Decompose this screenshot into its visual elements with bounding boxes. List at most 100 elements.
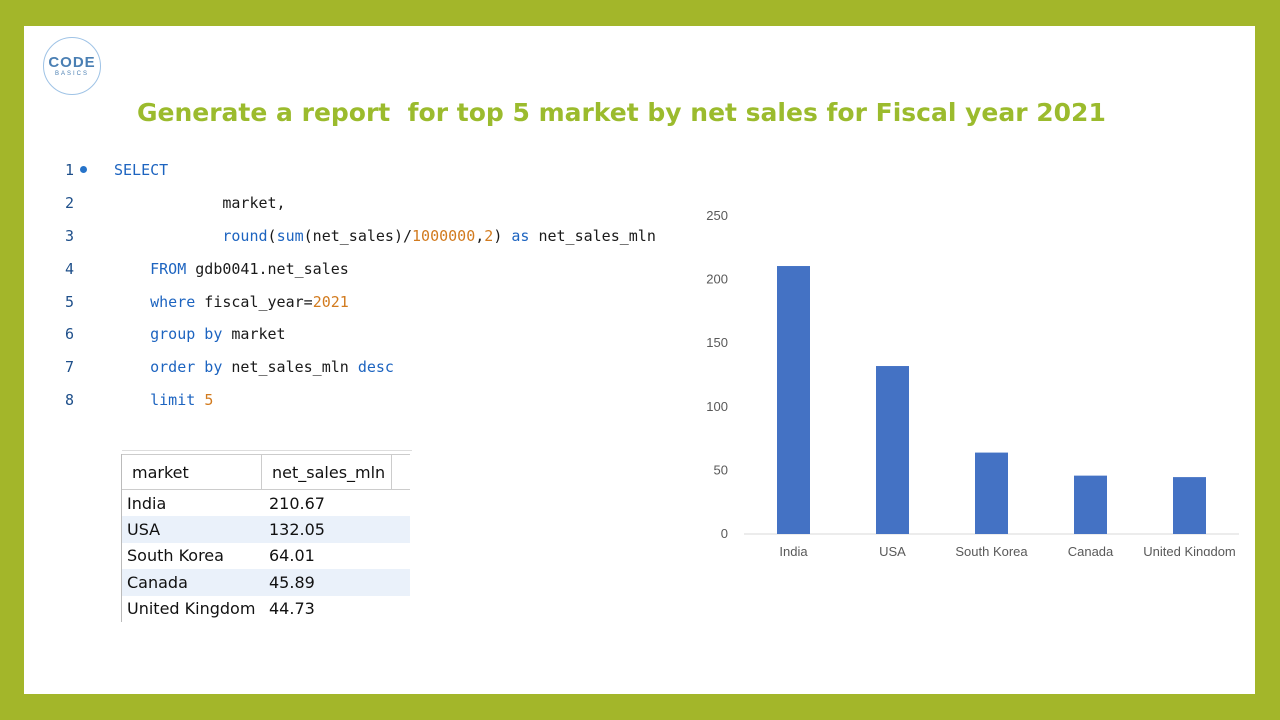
code-token: net_sales_mln (222, 358, 358, 377)
result-grid: market net_sales_mln India 210.67 USA 132.0… (121, 450, 412, 622)
result-row: Canada 45.89 (122, 569, 410, 596)
result-row: USA 132.05 (122, 516, 410, 543)
code-token: market, (114, 193, 286, 212)
y-tick-label: 0 (721, 526, 728, 541)
code-text: FROM gdb0041.net_sales (114, 253, 349, 286)
y-tick-label: 100 (706, 399, 728, 414)
code-token: 1000000 (412, 226, 476, 245)
bar-chart: 0 50 100 150 200 250 India USA South Korea Canada… (664, 196, 1244, 559)
bar (1173, 477, 1206, 534)
bar (777, 266, 810, 534)
code-token: net_sales_mln (529, 226, 656, 245)
slide: CODE BASICS Generate a report for top 5 … (24, 26, 1255, 694)
x-tick-label: South Korea (955, 544, 1028, 556)
result-cell-net-sales: 44.73 (269, 599, 315, 619)
code-token (114, 391, 150, 409)
bar (876, 366, 909, 534)
code-text: market, (114, 187, 286, 220)
code-text: SELECT (114, 154, 168, 187)
line-number: 4 (64, 259, 74, 278)
code-token: round (222, 226, 268, 245)
result-cell-net-sales: 45.89 (269, 572, 315, 592)
code-token: , (475, 226, 485, 245)
code-text: limit 5 (114, 384, 213, 417)
y-tick-label: 200 (706, 272, 728, 287)
code-line: 8 limit 5 (54, 384, 614, 417)
bar (1074, 475, 1107, 534)
x-tick-label: United Kingdom (1143, 544, 1236, 556)
x-tick-label: Canada (1068, 544, 1114, 556)
code-line: 2 market, (54, 187, 614, 220)
y-tick-label: 150 (706, 335, 728, 350)
bar-chart-svg: 0 50 100 150 200 250 India USA South Korea Canada… (706, 208, 1239, 559)
code-token: limit (150, 391, 196, 410)
code-token: as (511, 226, 530, 245)
code-token: desc (357, 358, 394, 377)
code-token: order by (150, 358, 223, 377)
x-tick-label: USA (879, 544, 906, 556)
logo-sub-text: BASICS (54, 70, 89, 77)
result-grid-top-line (122, 450, 412, 451)
result-row: United Kingdom 44.73 (122, 596, 410, 622)
slide-title: Generate a report for top 5 market by ne… (137, 98, 1106, 127)
line-number: 6 (64, 325, 74, 344)
code-token (195, 391, 204, 409)
result-header-market: market (122, 455, 262, 489)
code-token (114, 260, 150, 278)
result-header-net-sales: net_sales_mln (262, 455, 392, 489)
result-row: India 210.67 (122, 490, 410, 516)
result-cell-market: USA (127, 520, 161, 540)
code-token: ) (493, 226, 512, 245)
code-token: 5 (204, 391, 214, 410)
y-tick-label: 250 (706, 208, 728, 223)
code-token: ( (267, 226, 277, 245)
line-number: 7 (64, 358, 74, 377)
code-token: group by (150, 325, 223, 344)
code-token (114, 325, 150, 343)
result-cell-net-sales: 64.01 (269, 546, 315, 566)
line-number: 2 (64, 193, 74, 212)
codebasics-logo: CODE BASICS (43, 37, 101, 95)
code-text: round(sum(net_sales)/1000000,2) as net_s… (114, 220, 656, 253)
line-number: 5 (64, 292, 74, 311)
code-token: 2021 (312, 292, 349, 311)
code-token: sum (276, 226, 304, 245)
y-tick-label: 50 (714, 462, 728, 477)
code-line: 5 where fiscal_year=2021 (54, 286, 614, 319)
code-token: SELECT (114, 161, 169, 179)
line-number: 3 (64, 226, 74, 245)
code-token: FROM (150, 259, 187, 278)
code-token: 2 (484, 226, 494, 245)
code-token (114, 227, 222, 245)
result-header-row: market net_sales_mln (122, 454, 410, 490)
code-token: market (222, 325, 286, 344)
result-cell-market: South Korea (127, 546, 224, 566)
current-line-dot-icon (80, 166, 87, 173)
logo-main-text: CODE (48, 53, 96, 71)
code-token (114, 293, 150, 311)
code-text: group by market (114, 318, 286, 351)
code-text: where fiscal_year=2021 (114, 286, 349, 319)
result-cell-market: India (127, 493, 167, 513)
line-number: 1 (64, 161, 74, 179)
result-cell-net-sales: 210.67 (269, 493, 325, 513)
sql-code-block: 1 SELECT 2 market, 3 round(sum(net_sales)/1… (54, 154, 656, 417)
line-number: 8 (64, 391, 74, 410)
code-token: (net_sales)/ (303, 226, 413, 245)
code-token: gdb0041.net_sales (186, 259, 349, 278)
code-line: 1 SELECT (54, 154, 614, 187)
result-cell-market: Canada (127, 572, 188, 592)
code-line: 7 order by net_sales_mln desc (54, 351, 614, 384)
code-token (114, 358, 150, 376)
code-line: 4 FROM gdb0041.net_sales (54, 253, 614, 286)
code-line: 6 group by market (54, 318, 614, 351)
code-token: fiscal_year= (195, 292, 313, 311)
result-cell-market: United Kingdom (127, 599, 256, 619)
code-token: where (150, 292, 196, 311)
result-row: South Korea 64.01 (122, 543, 410, 569)
code-line: 3 round(sum(net_sales)/1000000,2) as net… (54, 220, 656, 253)
code-text: order by net_sales_mln desc (114, 351, 394, 384)
result-cell-net-sales: 132.05 (269, 520, 325, 540)
bar (975, 452, 1008, 534)
x-tick-label: India (779, 544, 808, 556)
